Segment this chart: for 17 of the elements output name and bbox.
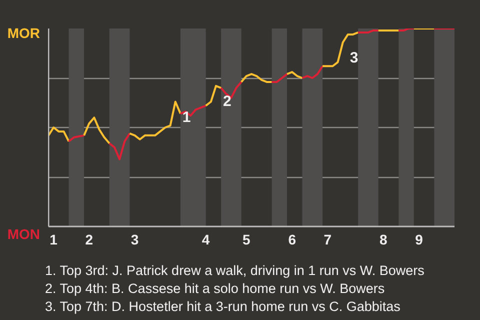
text: 2. Top 4th: B. Cassese hit a solo home run vs W. Bowers xyxy=(45,281,385,296)
annotation: 1 xyxy=(182,108,191,126)
x-tick-label: 2 xyxy=(85,232,94,248)
x-tick-label: 7 xyxy=(324,232,332,248)
text: MON xyxy=(7,226,40,242)
x-tick-label: 1 xyxy=(50,232,58,248)
text: 3. Top 7th: D. Hostetler hit a 3-run home run vs C. Gabbitas xyxy=(45,299,400,314)
x-tick-label: 8 xyxy=(380,232,388,248)
x-tick-label: 3 xyxy=(130,232,139,248)
text: 1. Top 3rd: J. Patrick drew a walk, driving in 1 run vs W. Bowers xyxy=(45,263,424,278)
x-tick-label: 5 xyxy=(242,232,251,248)
annotation: 3 xyxy=(350,49,358,66)
x-tick-label: 6 xyxy=(288,232,296,248)
x-tick-label: 9 xyxy=(415,232,424,248)
x-tick-label: 4 xyxy=(202,232,210,248)
text: MOR xyxy=(7,25,40,41)
annotation: 2 xyxy=(222,92,232,110)
